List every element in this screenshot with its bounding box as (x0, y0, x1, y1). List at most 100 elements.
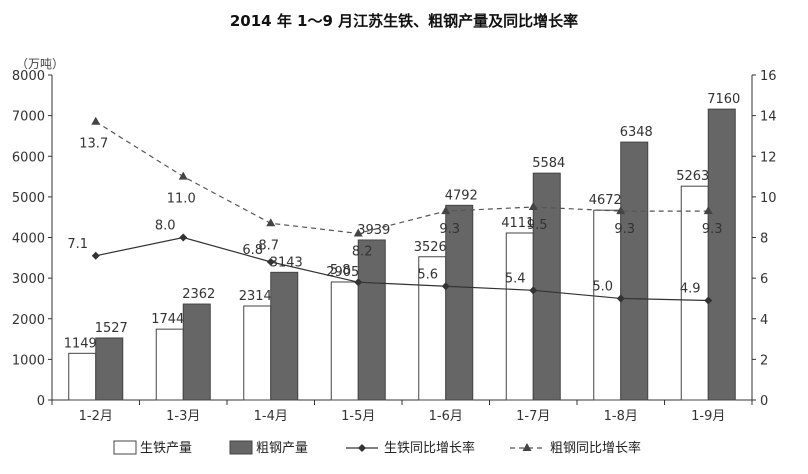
iron-output-bar (505, 232, 534, 401)
x-tick-label: 1-7月 (516, 409, 550, 424)
steel-output-label: 6348 (620, 125, 653, 140)
steel-output-label: 1527 (95, 321, 128, 336)
x-tick-label: 1-4月 (254, 409, 288, 424)
steel-growth-label: 9.3 (439, 222, 460, 237)
iron-growth-label: 7.1 (67, 237, 88, 252)
steel-growth-label: 8.2 (352, 244, 373, 259)
iron-output-bar (418, 256, 447, 401)
legend-iron-growth-label: 生铁同比增长率 (384, 440, 475, 456)
steel-output-bar (620, 141, 649, 401)
iron-growth-label: 4.9 (680, 281, 701, 296)
iron-output-label: 3526 (414, 240, 447, 255)
legend-steel-output-label: 粗钢产量 (256, 441, 308, 456)
iron-growth-label: 5.0 (592, 279, 613, 294)
iron-output-label: 2314 (239, 289, 272, 304)
iron-output-bar (68, 352, 97, 401)
x-tick-label: 1-5月 (341, 409, 375, 424)
iron-growth-marker (179, 233, 188, 242)
steel-output-bar (182, 303, 211, 401)
y2-tick-label: 8 (760, 232, 768, 247)
iron-growth-label: 8.0 (155, 219, 176, 234)
steel-output-bar (270, 271, 299, 401)
steel-growth-label: 9.3 (702, 222, 723, 237)
y-tick-label: 6000 (12, 150, 45, 165)
y-tick-label: 1000 (12, 353, 45, 368)
steel-growth-marker (266, 218, 276, 227)
steel-output-bar (707, 108, 736, 401)
y-tick-label: 5000 (12, 191, 45, 206)
steel-output-bar (95, 337, 124, 401)
iron-growth-marker (91, 251, 100, 260)
x-tick-label: 1-6月 (429, 409, 463, 424)
legend-steel-growth-label: 粗钢同比增长率 (550, 440, 641, 456)
steel-growth-marker (91, 116, 101, 125)
steel-growth-label: 8.7 (258, 238, 279, 253)
iron-growth-marker (354, 278, 363, 287)
steel-growth-marker (178, 171, 188, 180)
steel-growth-label: 9.5 (527, 218, 548, 233)
steel-output-label: 7160 (707, 92, 740, 107)
y-tick-label: 0 (37, 394, 45, 409)
legend-iron-output-swatch (113, 440, 137, 455)
steel-growth-line (95, 121, 709, 235)
y2-tick-label: 6 (760, 272, 768, 287)
y2-tick-label: 0 (760, 394, 768, 409)
y-unit-label: （万吨） (16, 57, 64, 71)
y2-tick-label: 14 (760, 110, 777, 125)
y-tick-label: 3000 (12, 272, 45, 287)
y2-tick-label: 2 (760, 353, 768, 368)
steel-output-label: 5584 (532, 156, 565, 171)
x-tick-label: 1-9月 (691, 409, 725, 424)
steel-growth-marker (703, 206, 713, 215)
iron-growth-label: 5.4 (505, 271, 526, 286)
iron-output-label: 1149 (64, 336, 97, 351)
steel-output-label: 2362 (182, 287, 215, 302)
y-tick-label: 2000 (12, 313, 45, 328)
iron-output-bar (330, 281, 359, 401)
iron-output-bar (243, 305, 272, 401)
steel-output-label: 3143 (270, 255, 303, 270)
iron-output-label: 1744 (151, 312, 184, 327)
steel-growth-label: 13.7 (79, 137, 108, 152)
steel-growth-marker (616, 206, 626, 215)
y2-tick-label: 12 (760, 150, 777, 165)
y2-tick-label: 10 (760, 191, 777, 206)
steel-output-label: 3939 (357, 223, 390, 238)
legend-iron-growth-marker (358, 444, 366, 452)
steel-output-bar (532, 172, 561, 401)
y-tick-label: 4000 (12, 232, 45, 247)
iron-growth-marker (704, 296, 713, 305)
iron-growth-marker (616, 294, 625, 303)
steel-growth-marker (528, 202, 538, 211)
x-tick-label: 1-8月 (604, 409, 638, 424)
iron-output-bar (593, 209, 622, 401)
legend-steel-growth-marker (522, 443, 532, 451)
iron-growth-label: 5.6 (417, 267, 438, 282)
steel-growth-marker (441, 206, 451, 215)
iron-growth-line (95, 236, 709, 302)
iron-growth-marker (266, 257, 275, 266)
iron-growth-marker (441, 282, 450, 291)
iron-output-label: 4111 (501, 216, 534, 231)
iron-growth-label: 6.8 (242, 243, 263, 258)
iron-growth-marker (529, 286, 538, 295)
y-tick-label: 7000 (12, 110, 45, 125)
x-tick-label: 1-2月 (79, 409, 113, 424)
steel-growth-label: 11.0 (167, 192, 196, 207)
legend-iron-output-label: 生铁产量 (140, 441, 192, 456)
iron-output-label: 4672 (589, 193, 622, 208)
y2-tick-label: 4 (760, 313, 768, 328)
iron-output-bar (155, 328, 184, 401)
y2-tick-label: 16 (760, 69, 777, 84)
y-tick-label: 8000 (12, 69, 45, 84)
legend-steel-output-swatch (229, 440, 253, 455)
x-tick-label: 1-3月 (166, 409, 200, 424)
steel-growth-marker (353, 228, 363, 237)
steel-output-label: 4792 (445, 188, 478, 203)
steel-output-bar (357, 239, 386, 401)
iron-growth-label: 5.8 (330, 263, 351, 278)
iron-output-bar (680, 185, 709, 401)
steel-output-bar (445, 204, 474, 401)
chart-title: 2014 年 1～9 月江苏生铁、粗钢产量及同比增长率 (229, 12, 579, 30)
